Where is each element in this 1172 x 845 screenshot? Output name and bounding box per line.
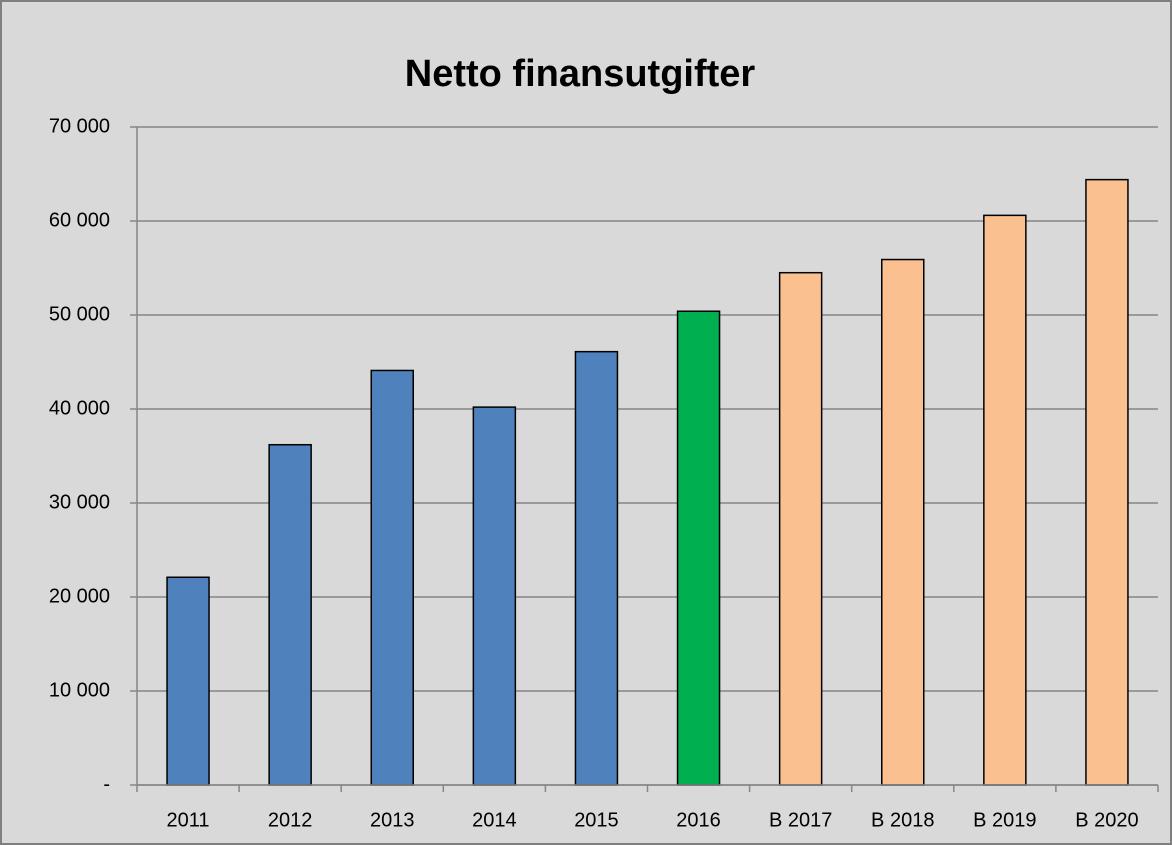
bar <box>676 310 721 786</box>
y-tick-label: 60 000 <box>49 209 110 231</box>
x-tick-label: 2012 <box>268 809 313 831</box>
bar <box>778 271 823 786</box>
bar <box>574 350 619 786</box>
x-tick-label: 2014 <box>472 809 517 831</box>
y-tick-label: 30 000 <box>49 491 110 513</box>
bar <box>166 576 210 786</box>
x-tick-label: B 2019 <box>973 809 1036 831</box>
y-tick-label: 40 000 <box>49 397 110 419</box>
y-tick-label: - <box>103 773 110 795</box>
x-tick-label: 2013 <box>370 809 415 831</box>
bar <box>983 214 1027 786</box>
bar <box>370 369 414 786</box>
x-tick-label: B 2017 <box>769 809 832 831</box>
x-tick-label: B 2020 <box>1075 809 1138 831</box>
y-tick-label: 20 000 <box>49 585 110 607</box>
bar <box>881 258 925 786</box>
x-tick-label: 2011 <box>167 809 210 831</box>
chart-title: Netto finansutgifter <box>405 53 756 95</box>
y-tick-label: 10 000 <box>49 679 110 701</box>
y-tick-label: 70 000 <box>49 115 110 137</box>
x-tick-label: B 2018 <box>871 809 934 831</box>
bar <box>1085 178 1129 786</box>
x-tick-label: 2015 <box>574 809 619 831</box>
bar <box>268 443 312 786</box>
x-tick-label: 2016 <box>676 809 721 831</box>
bar <box>472 406 517 786</box>
y-tick-label: 50 000 <box>49 303 110 325</box>
